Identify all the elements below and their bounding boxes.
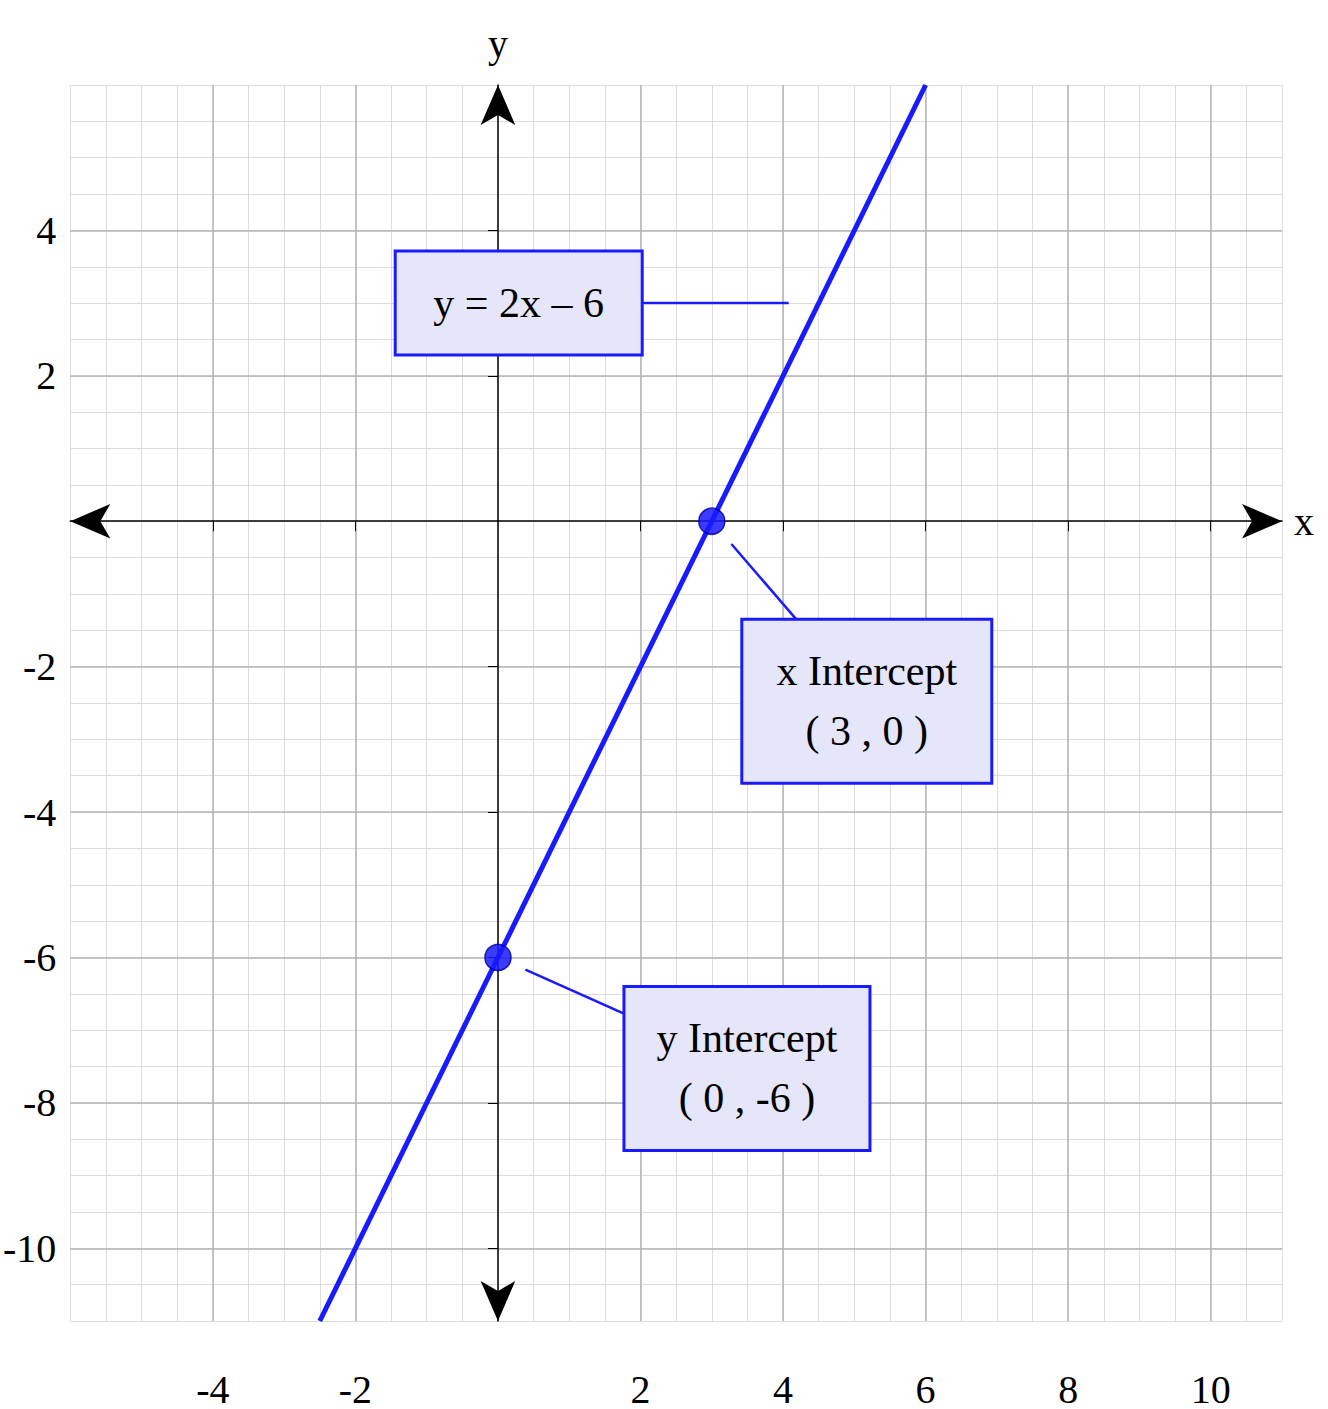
svg-text:8: 8: [1058, 1367, 1078, 1409]
svg-text:-4: -4: [23, 790, 56, 835]
svg-text:-2: -2: [23, 644, 56, 689]
svg-text:y = 2x – 6: y = 2x – 6: [433, 280, 604, 326]
svg-text:-6: -6: [23, 935, 56, 980]
svg-text:-8: -8: [23, 1080, 56, 1125]
svg-text:10: 10: [1191, 1367, 1231, 1409]
svg-text:( 0 , -6 ): ( 0 , -6 ): [679, 1075, 815, 1122]
svg-text:6: 6: [916, 1367, 936, 1409]
svg-text:2: 2: [36, 353, 56, 398]
svg-text:-2: -2: [339, 1367, 372, 1409]
svg-text:-4: -4: [196, 1367, 229, 1409]
svg-text:y: y: [488, 21, 508, 66]
svg-text:-10: -10: [3, 1226, 56, 1271]
svg-text:4: 4: [36, 208, 56, 253]
svg-text:x Intercept: x Intercept: [776, 648, 957, 694]
svg-text:x: x: [1294, 499, 1314, 544]
svg-text:( 3 , 0 ): ( 3 , 0 ): [806, 708, 928, 755]
svg-text:y Intercept: y Intercept: [657, 1015, 838, 1061]
svg-text:2: 2: [631, 1367, 651, 1409]
svg-text:4: 4: [773, 1367, 793, 1409]
